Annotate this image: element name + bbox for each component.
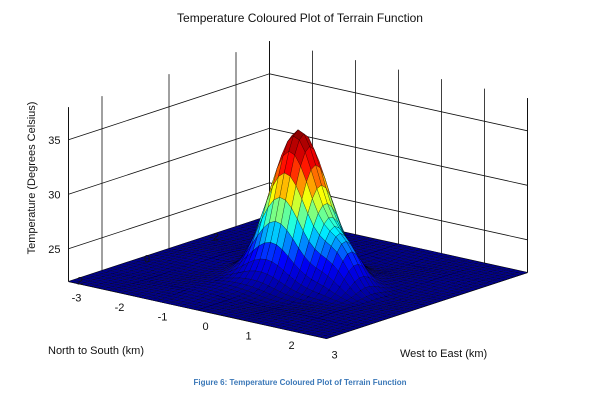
z-axis-label: Temperature (Degrees Celsius): [26, 102, 38, 255]
x-tick-label: -1: [158, 312, 168, 324]
x-axis-label: West to East (km): [400, 348, 487, 360]
y-tick-label: 0: [144, 254, 150, 266]
surface-mesh: [67, 129, 529, 339]
x-tick-label: 3: [331, 350, 337, 362]
x-tick-label: 0: [202, 321, 208, 333]
z-tick-label: 35: [48, 135, 60, 147]
y-axis-label: North to South (km): [48, 345, 144, 357]
y-tick-label: -2: [209, 232, 219, 244]
x-tick-label: 2: [288, 340, 294, 352]
x-tick-label: -3: [72, 293, 82, 305]
y-tick-label: 2: [77, 276, 83, 288]
chart-title: Temperature Coloured Plot of Terrain Fun…: [177, 11, 423, 25]
tick-labels: -3 -2 -1 0 1 2 3 -2 0 2 25 30 35: [48, 135, 337, 362]
figure-caption: Figure 6: Temperature Coloured Plot of T…: [193, 378, 406, 387]
z-tick-label: 30: [48, 189, 60, 201]
x-tick-label: -2: [115, 302, 125, 314]
surface-patch: [319, 335, 332, 339]
z-tick-label: 25: [48, 244, 60, 256]
x-tick-label: 1: [245, 331, 251, 343]
